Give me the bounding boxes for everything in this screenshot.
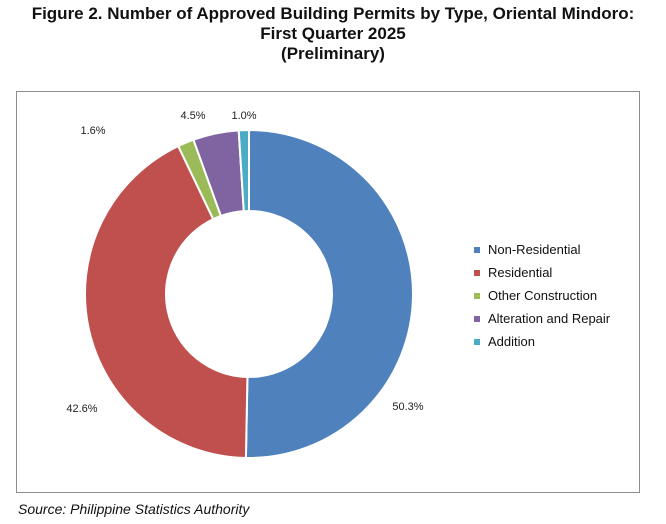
slice-non-residential (244, 128, 414, 459)
chart-data-labels: 50.3% 42.6% 1.6% 4.5% 1.0% (66, 110, 423, 415)
data-label-other-construction: 1.6% (80, 125, 105, 137)
data-label-residential: 42.6% (66, 403, 97, 415)
legend-item-non-residential: Non-Residential (474, 238, 610, 261)
legend-label: Other Construction (488, 288, 598, 303)
legend-item-alteration-and-repair: Alteration and Repair (474, 307, 610, 330)
source-note: Source: Philippine Statistics Authority (18, 501, 250, 517)
legend-swatch (474, 246, 480, 253)
legend-item-residential: Residential (474, 261, 610, 284)
chart-title: Figure 2. Number of Approved Building Pe… (0, 4, 666, 64)
legend-swatch (474, 338, 480, 345)
title-line-2: First Quarter 2025 (260, 24, 406, 43)
data-label-alteration-and-repair: 4.5% (180, 110, 205, 122)
legend-label: Non-Residential (488, 242, 581, 257)
legend-label: Residential (488, 265, 553, 280)
chart-legend: Non-Residential Residential Other Construc… (474, 238, 610, 353)
chart-slices (84, 128, 414, 459)
legend-swatch (474, 269, 480, 276)
legend-label: Addition (488, 334, 535, 349)
slice-addition (237, 128, 250, 213)
title-line-1: Figure 2. Number of Approved Building Pe… (31, 4, 635, 23)
legend-swatch (474, 315, 480, 322)
legend-swatch (474, 292, 480, 299)
legend-item-addition: Addition (474, 330, 610, 353)
slice-residential (84, 144, 249, 459)
data-label-non-residential: 50.3% (392, 401, 423, 413)
title-line-3: (Preliminary) (281, 44, 385, 63)
legend-item-other-construction: Other Construction (474, 284, 610, 307)
legend-label: Alteration and Repair (488, 311, 611, 326)
data-label-addition: 1.0% (231, 110, 256, 122)
